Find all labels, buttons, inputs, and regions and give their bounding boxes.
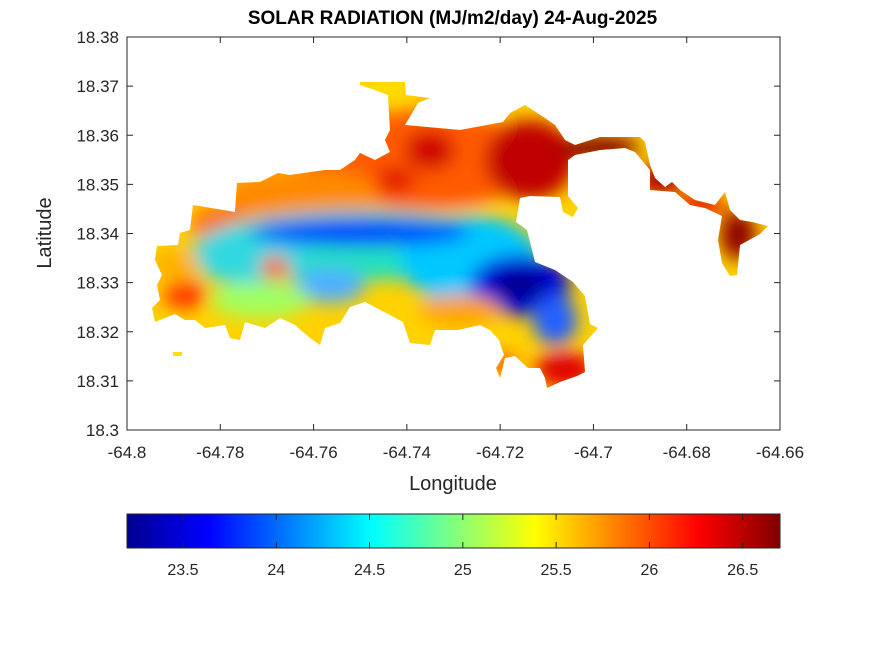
colorbar <box>126 513 781 549</box>
y-tick-label: 18.35 <box>76 175 119 194</box>
x-tick-label: -64.74 <box>383 443 431 462</box>
y-tick-label: 18.32 <box>76 323 119 342</box>
colorbar-tick-label: 26 <box>641 562 659 579</box>
colorbar-tick-label: 24.5 <box>354 562 385 579</box>
x-tick-label: -64.76 <box>289 443 337 462</box>
y-tick-label: 18.3 <box>86 421 119 440</box>
x-tick-label: -64.72 <box>476 443 524 462</box>
x-tick-label: -64.68 <box>663 443 711 462</box>
y-axis-label: Latitude <box>34 197 56 268</box>
y-tick-label: 18.31 <box>76 372 119 391</box>
x-axis-label: Longitude <box>409 473 497 495</box>
colorbar-ticks: 23.5 24 24.5 25 25.5 26 26.5 <box>167 514 758 579</box>
x-tick-label: -64.78 <box>196 443 244 462</box>
y-axis: 18.3 18.31 18.32 18.33 18.34 18.35 18.36 18.37 1… <box>76 28 780 440</box>
y-tick-label: 18.36 <box>76 126 119 145</box>
x-tick-label: -64.7 <box>574 443 613 462</box>
x-axis: -64.8 -64.78 -64.76 -64.74 -64.72 -64.7 -64.68… <box>108 37 804 462</box>
colorbar-tick-label: 24 <box>267 562 285 579</box>
colorbar-tick-label: 25 <box>454 562 472 579</box>
x-tick-label: -64.8 <box>108 443 147 462</box>
colorbar-tick-label: 23.5 <box>167 562 198 579</box>
colorbar-tick-label: 25.5 <box>541 562 572 579</box>
y-tick-label: 18.34 <box>76 225 119 244</box>
chart-title: SOLAR RADIATION (MJ/m2/day) 24-Aug-2025 <box>247 8 658 29</box>
islet <box>173 352 182 356</box>
y-tick-label: 18.38 <box>76 28 119 47</box>
x-tick-label: -64.66 <box>756 443 804 462</box>
colorbar-tick-label: 26.5 <box>727 562 758 579</box>
y-tick-label: 18.33 <box>76 274 119 293</box>
y-tick-label: 18.37 <box>76 77 119 96</box>
